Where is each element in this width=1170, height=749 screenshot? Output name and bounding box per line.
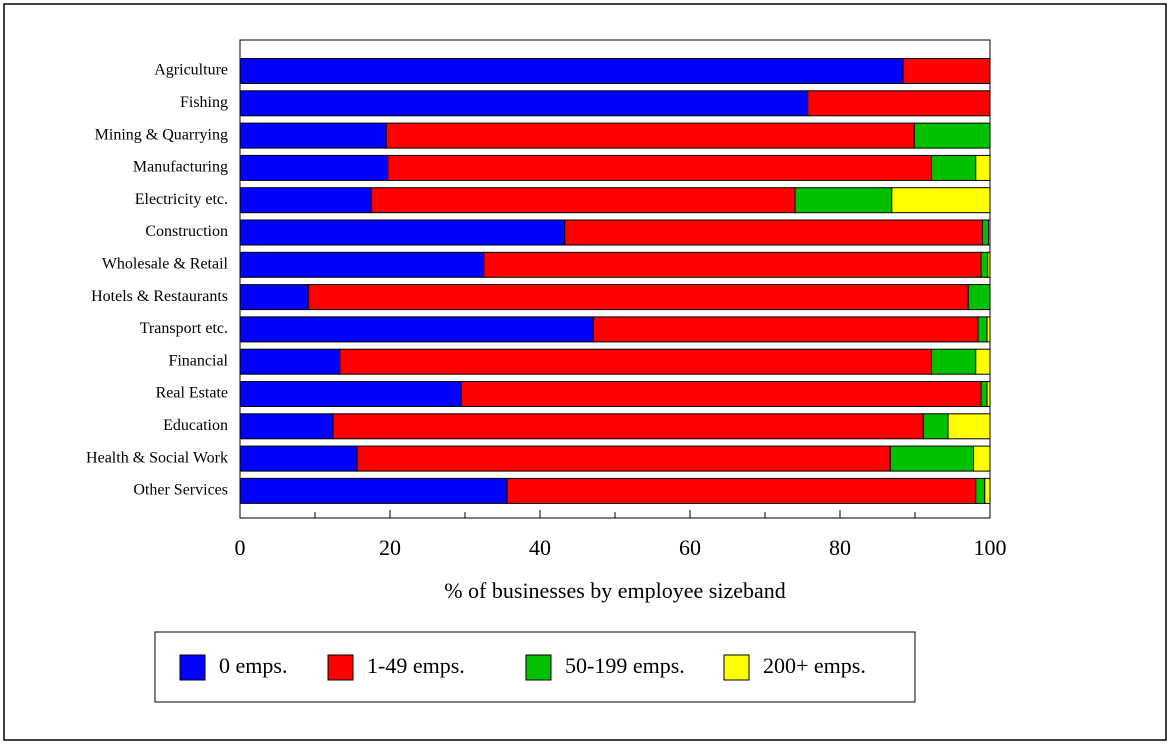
y-tick-label: Fishing [180,94,228,111]
legend-label: 200+ emps. [763,653,866,678]
y-tick-label: Real Estate [156,385,228,402]
y-tick-label: Mining & Quarrying [95,126,228,143]
bar-segment [967,284,991,311]
x-tick-label: 60 [679,535,701,560]
x-tick-label: 20 [379,535,401,560]
legend-swatch [327,654,354,681]
bar-segment [239,90,809,117]
bar-segment [239,58,904,84]
bar-segment [984,477,991,504]
bar-segment [239,381,462,407]
bar-segment [987,251,991,278]
bar-segment [307,284,969,311]
x-axis-label: % of businesses by employee sizeband [444,578,786,603]
bar-segment [592,316,979,343]
bar-segment [239,348,341,375]
bar-segment [387,154,932,181]
legend-label: 0 emps. [219,653,287,678]
bar-segment [239,122,387,149]
bar-segment [931,154,977,181]
bar-segment [506,477,977,504]
legend-swatch [525,654,552,681]
y-tick-label: Other Services [133,482,228,499]
bar-segment [239,316,594,343]
frame [3,3,1167,741]
bar-segment [239,251,485,278]
legend-swatch [179,654,206,681]
y-tick-label: Hotels & Restaurants [91,288,228,305]
bar-segment [564,219,983,246]
bar-segment [239,154,389,181]
bar-segment [980,381,988,407]
bar-segment [977,316,988,343]
bar-segment [975,154,991,181]
bar-segment [982,219,989,246]
bar-segment [356,445,891,472]
x-tick-label: 80 [829,535,851,560]
bar-segment [807,90,991,117]
y-tick-label: Education [163,417,228,434]
bar-segment [902,58,991,84]
y-tick-label: Health & Social Work [86,449,228,466]
bar-segment [986,316,991,343]
y-tick-label: Transport etc. [140,320,228,337]
y-tick-label: Manufacturing [133,159,228,176]
bar-segment [986,381,991,407]
bar-segment [239,413,334,440]
bar-segment [385,122,915,149]
y-tick-label: Wholesale & Retail [102,255,229,272]
bar-segment [332,413,924,440]
bar-segment [460,381,982,407]
x-tick-label: 100 [974,535,1007,560]
bar-segment [980,251,989,278]
bar-segment [975,477,986,504]
bar-segment [239,477,508,504]
legend-box [154,631,916,703]
bar-segment [947,413,991,440]
bar-segment [239,445,358,472]
bar-segment [483,251,982,278]
legend-label: 1-49 emps. [367,653,465,678]
bar-segment [239,187,372,214]
bar-segment [973,445,991,472]
bar-segment [975,348,991,375]
y-tick-label: Agriculture [154,62,228,79]
y-tick-label: Financial [168,352,228,369]
bar-segment [988,219,991,246]
legend-swatch [723,654,750,681]
bar-segment [794,187,893,214]
bar-segment [339,348,932,375]
bar-segment [239,219,566,246]
y-tick-label: Electricity etc. [135,191,228,208]
x-tick-label: 40 [529,535,551,560]
x-tick-label: 0 [235,535,246,560]
bar-segment [931,348,977,375]
bar-segment [922,413,949,440]
y-tick-label: Construction [145,223,228,240]
bar-segment [891,187,991,214]
bar-segment [370,187,796,214]
legend-label: 50-199 emps. [565,653,685,678]
bar-segment [239,284,309,311]
bar-segment [913,122,991,149]
bar-segment [889,445,974,472]
